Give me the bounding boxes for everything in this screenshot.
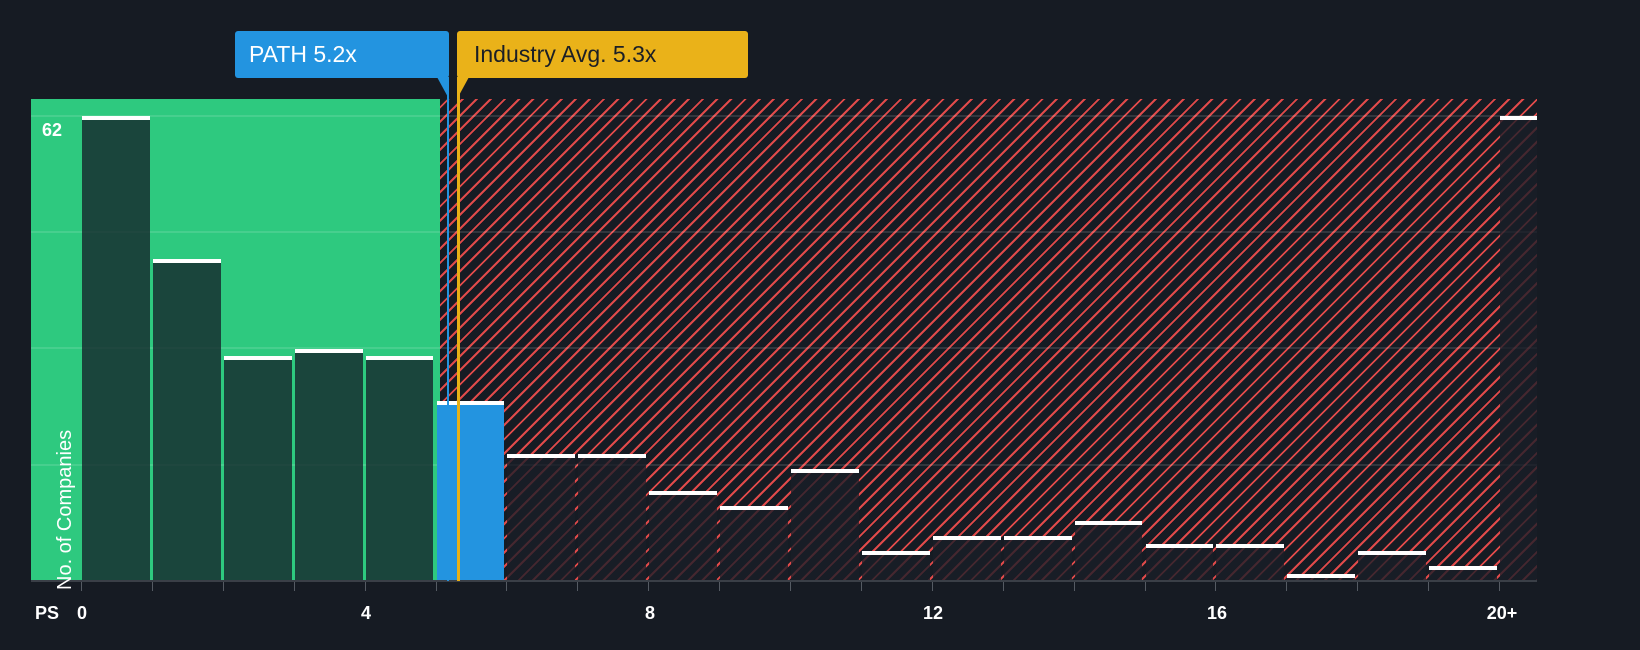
- x-tick-mark: [1073, 582, 1075, 591]
- x-tick-mark: [81, 582, 82, 591]
- industry-avg-label: Industry Avg. 5.3x: [474, 41, 657, 67]
- industry-avg-marker-line: [457, 78, 460, 581]
- x-tick-mark: [719, 582, 721, 591]
- x-tick-mark: [364, 582, 366, 591]
- x-axis-prefix: PS: [35, 603, 60, 623]
- x-tick-mark: [293, 582, 295, 591]
- histogram-bar: [1216, 543, 1285, 581]
- y-max-label: 62: [42, 120, 63, 140]
- histogram-bar: [1500, 116, 1537, 581]
- histogram-bar: [1074, 521, 1143, 581]
- x-tick-label-0: 0: [76, 603, 88, 623]
- x-tick-mark: [151, 582, 153, 591]
- histogram-bar: [1429, 566, 1497, 581]
- x-tick-mark: [577, 582, 579, 591]
- x-tick-mark: [790, 582, 791, 591]
- chart-plot-area: [31, 99, 1537, 581]
- histogram-bar: [1145, 543, 1214, 581]
- histogram-bar: [1003, 536, 1072, 581]
- histogram-bar: [720, 506, 788, 581]
- industry-callout-pointer: [457, 77, 469, 99]
- x-tick-label-8: 8: [644, 603, 656, 623]
- x-tick-mark: [860, 582, 862, 591]
- x-tick-mark: [1002, 582, 1004, 591]
- x-tick-label-4: 4: [360, 603, 372, 623]
- x-tick-mark: [1144, 582, 1146, 591]
- gridline: [31, 231, 1537, 233]
- histogram-bar: [507, 453, 576, 581]
- gridline: [31, 115, 1537, 117]
- company-ps-callout: PATH 5.2x: [235, 31, 449, 78]
- x-tick-label-16: 16: [1206, 603, 1228, 623]
- x-axis-line: [31, 580, 1537, 582]
- company-marker-line: [447, 78, 449, 581]
- x-tick-label-12: 12: [922, 603, 944, 623]
- x-tick-mark: [1499, 582, 1500, 591]
- histogram-bar: [223, 356, 292, 581]
- industry-avg-callout: Industry Avg. 5.3x: [457, 31, 748, 78]
- company-ps-label: PATH 5.2x: [249, 41, 357, 67]
- x-tick-mark: [1286, 582, 1288, 591]
- x-tick-mark: [435, 582, 437, 591]
- x-tick-mark: [1215, 582, 1217, 591]
- x-tick-mark: [1428, 582, 1430, 591]
- histogram-bar: [82, 116, 150, 581]
- x-tick-mark: [1357, 582, 1359, 591]
- histogram-bar: [861, 551, 930, 581]
- histogram-bar: [578, 453, 647, 581]
- histogram-bar: [152, 258, 221, 581]
- x-tick-label-20-plus: 20+: [1486, 603, 1518, 623]
- x-tick-mark: [931, 582, 933, 591]
- histogram-bar: [649, 491, 718, 581]
- histogram-bar: [1358, 551, 1427, 581]
- histogram-bar: [365, 356, 434, 581]
- histogram-bar: [1287, 573, 1356, 581]
- histogram-bar: [932, 536, 1001, 581]
- x-tick-mark: [648, 582, 650, 591]
- gridline: [31, 464, 1537, 466]
- histogram-bar: [294, 348, 363, 581]
- x-tick-mark: [222, 582, 224, 591]
- gridline: [31, 347, 1537, 349]
- histogram-bar: [791, 468, 859, 581]
- x-tick-mark: [506, 582, 508, 591]
- y-axis-title: No. of Companies: [54, 429, 76, 590]
- company-callout-pointer: [437, 77, 449, 99]
